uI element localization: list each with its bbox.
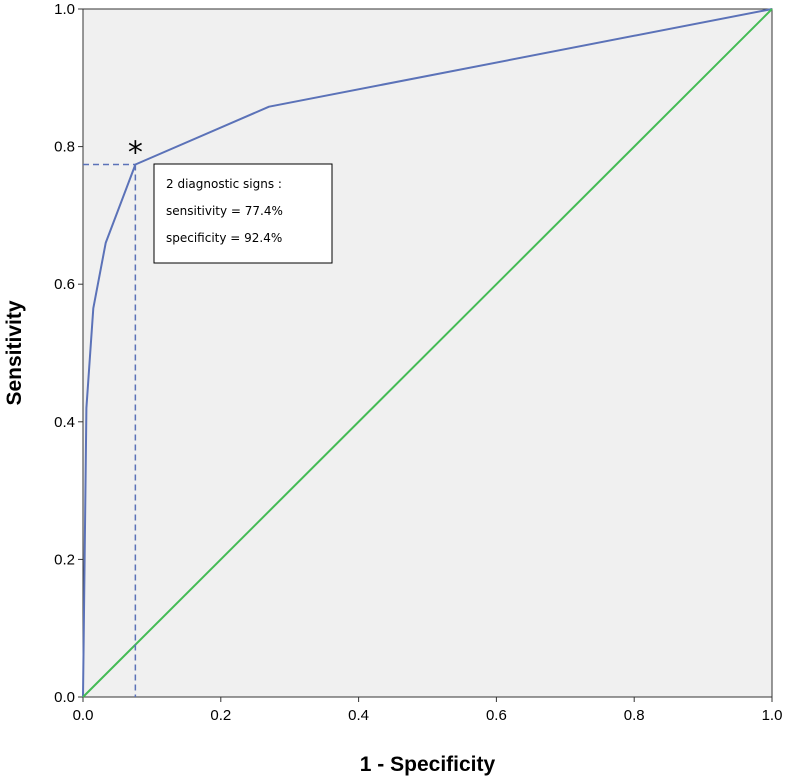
- y-tick-label: 0.0: [54, 689, 75, 706]
- highlight-marker: *: [128, 135, 143, 170]
- x-tick-label: 0.0: [73, 707, 94, 724]
- y-axis-label: Sensitivity: [3, 300, 26, 405]
- x-tick-label: 0.2: [210, 707, 231, 724]
- x-tick-label: 0.4: [348, 707, 369, 724]
- annotation-box: [153, 163, 333, 264]
- roc-curve: [82, 8, 773, 698]
- annotation-line: 2 diagnostic signs :: [166, 177, 282, 191]
- y-tick-label: 0.2: [54, 551, 75, 568]
- x-tick-label: 0.8: [624, 707, 645, 724]
- y-tick-label: 0.4: [54, 414, 75, 431]
- y-tick-label: 1.0: [54, 1, 75, 18]
- annotation-line: sensitivity = 77.4%: [166, 204, 283, 218]
- y-tick-label: 0.6: [54, 276, 75, 293]
- x-tick-label: 1.0: [762, 707, 783, 724]
- x-tick-label: 0.6: [486, 707, 507, 724]
- reference-diagonal: [82, 8, 773, 698]
- annotation-line: specificity = 92.4%: [166, 231, 282, 245]
- x-axis-label: 1 - Specificity: [360, 753, 496, 776]
- y-tick-label: 0.8: [54, 139, 75, 156]
